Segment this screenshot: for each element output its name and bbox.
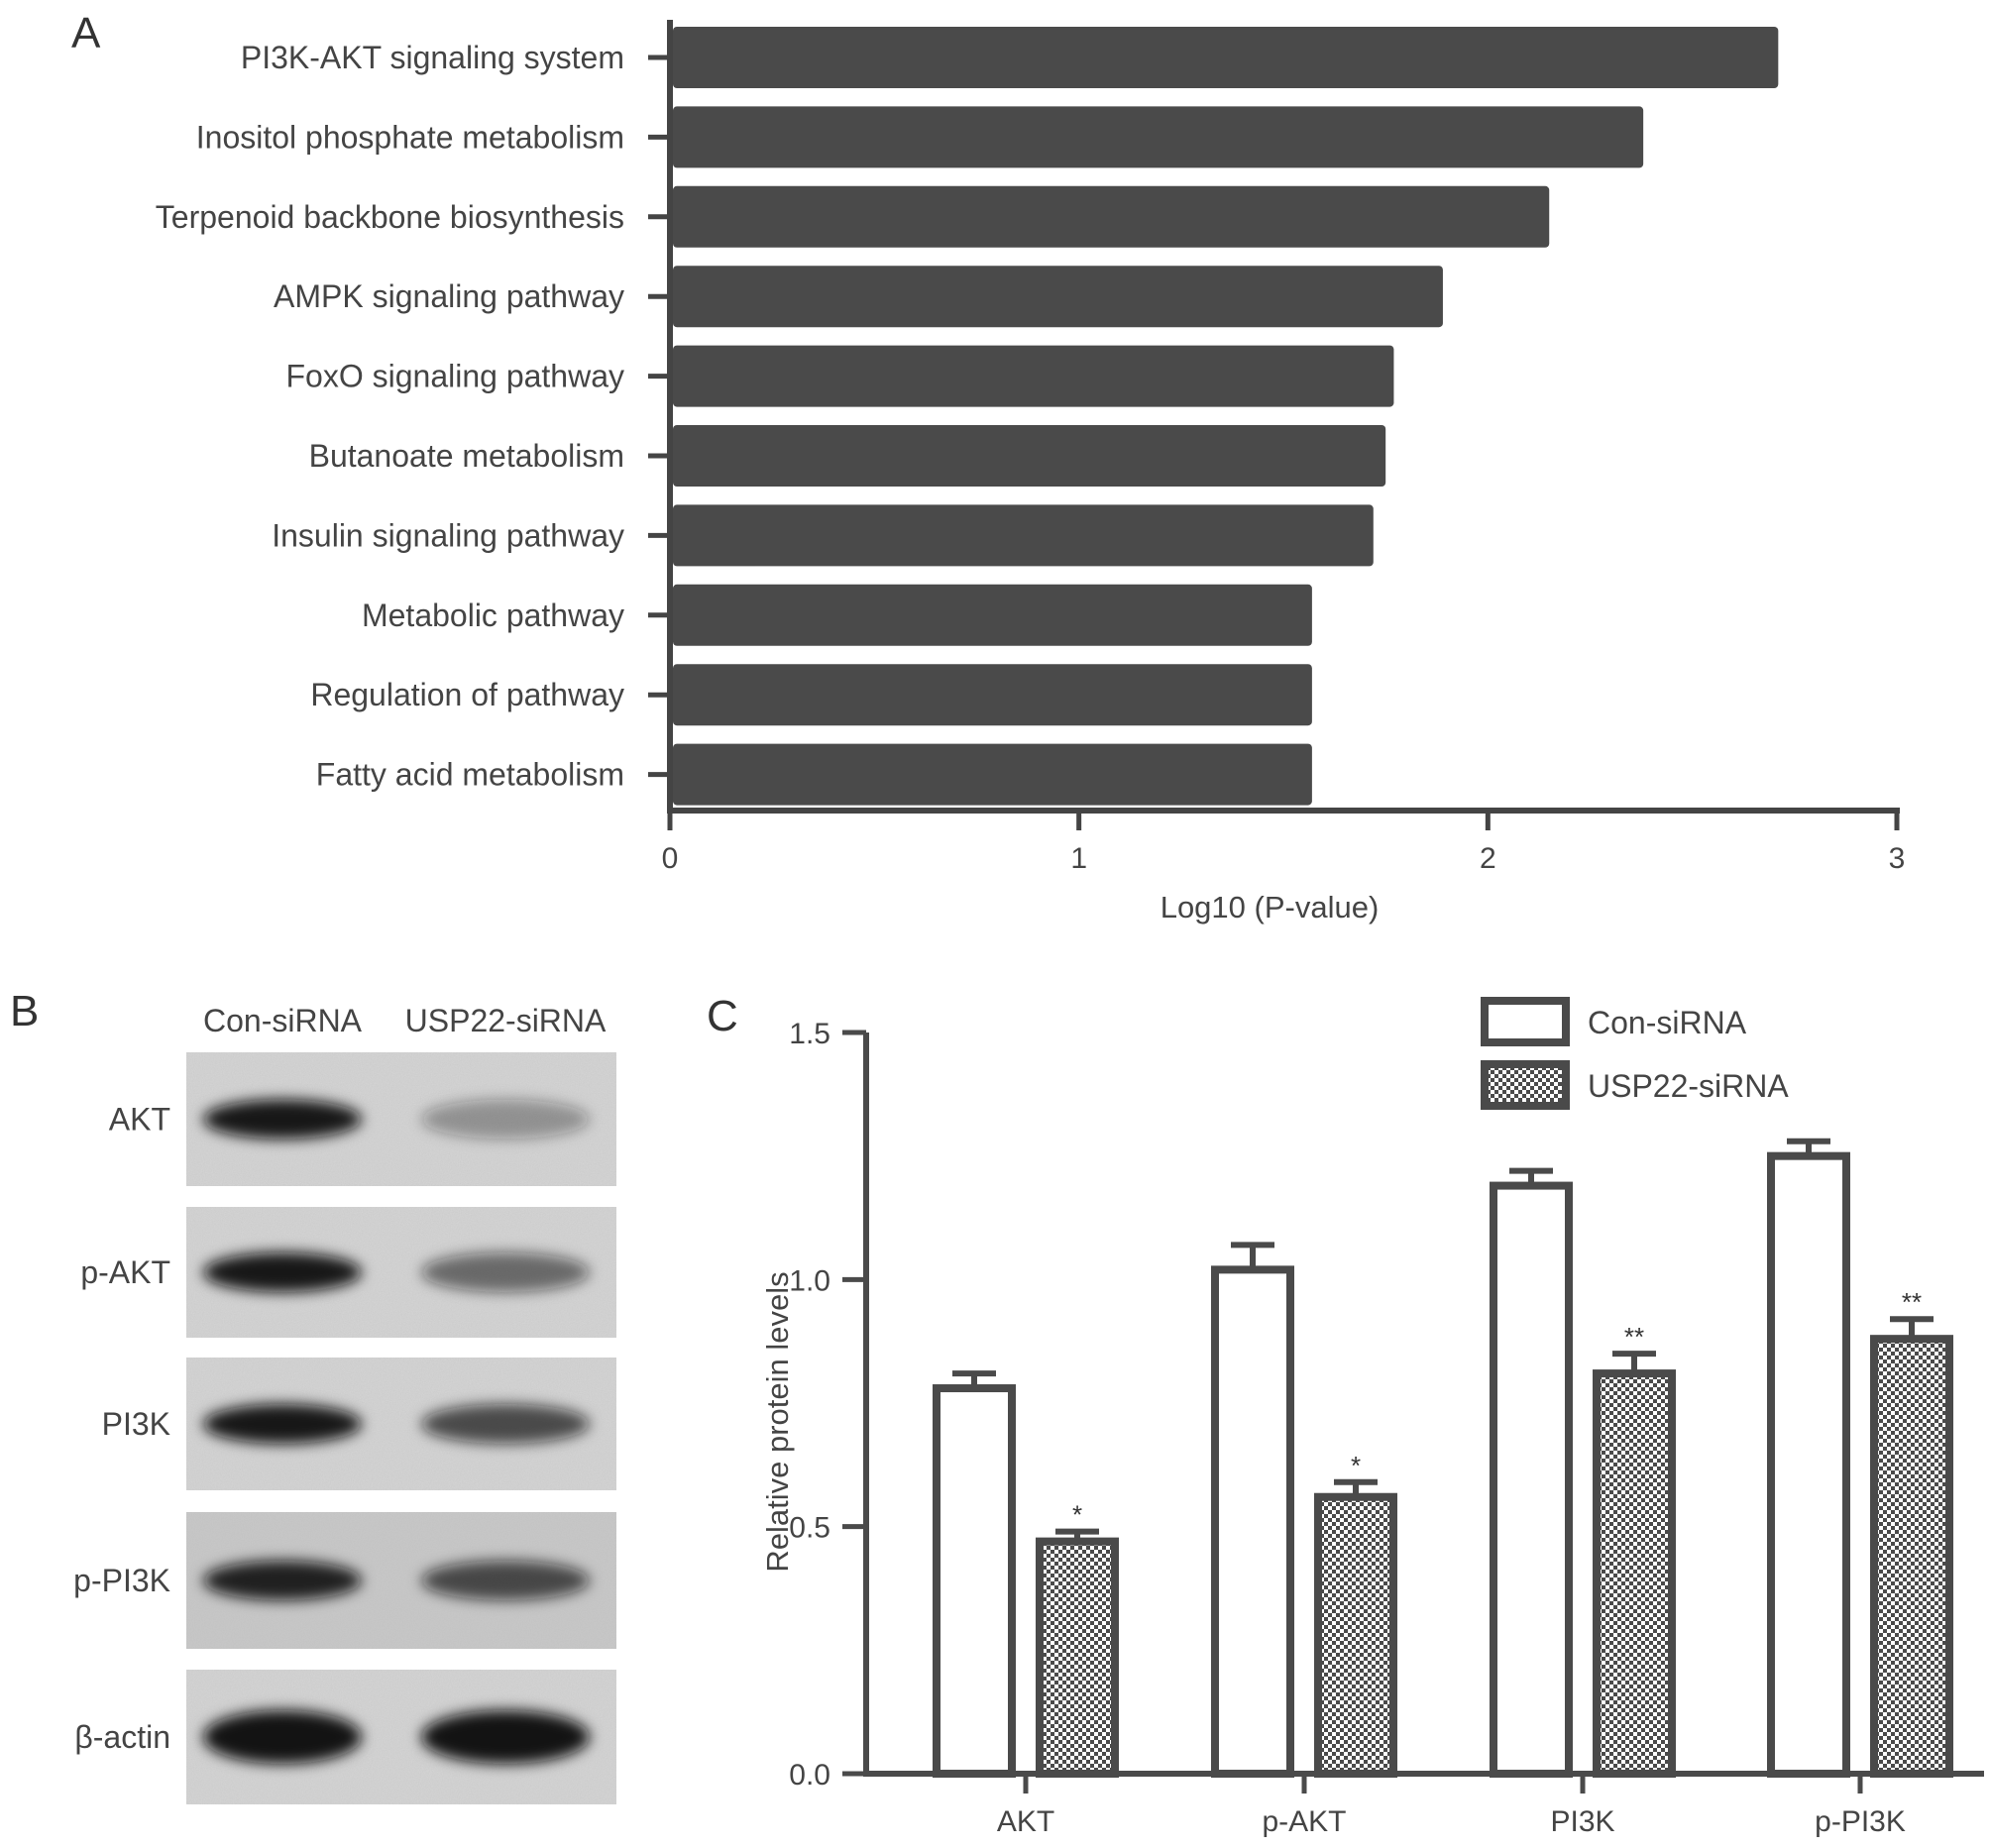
- western-blot: Con-siRNA USP22-siRNA AKT p-AKT PI3K p-PI3K…: [73, 1003, 616, 1804]
- bar: [673, 345, 1394, 407]
- blot-band: [421, 1099, 590, 1140]
- x-tick-label: p-AKT: [1262, 1805, 1346, 1838]
- bar-usp22-sirna: [1314, 1492, 1397, 1779]
- category-label: FoxO signaling pathway: [285, 359, 624, 394]
- bar-usp22-sirna: [1870, 1335, 1953, 1778]
- panel-c-letter: C: [707, 992, 738, 1040]
- bar-con-sirna: [1490, 1181, 1573, 1778]
- x-tick-label: 0: [662, 842, 679, 875]
- x-tick-label: PI3K: [1550, 1805, 1614, 1838]
- category-label: Insulin signaling pathway: [272, 517, 624, 553]
- blot-band: [203, 1561, 362, 1600]
- bar-con-sirna: [1211, 1265, 1294, 1778]
- category-label: Butanoate metabolism: [309, 438, 624, 474]
- pathway-bar-chart: 0 1 2 3 PI3K-AKT signaling system Inositol ph…: [156, 20, 1906, 875]
- protein-label: p-AKT: [80, 1254, 170, 1290]
- protein-label: p-PI3K: [73, 1563, 170, 1598]
- legend-swatch-con: [1481, 997, 1570, 1046]
- blot-band: [421, 1561, 590, 1600]
- x-axis-title: Log10 (P-value): [1161, 890, 1380, 924]
- significance-mark: *: [1072, 1500, 1082, 1530]
- significance-mark: *: [1351, 1451, 1361, 1480]
- significance-mark: **: [1624, 1322, 1644, 1352]
- x-tick-label: AKT: [997, 1805, 1054, 1838]
- x-tick-label: 3: [1889, 842, 1906, 875]
- bar: [673, 584, 1312, 646]
- bar: [673, 743, 1312, 806]
- legend: Con-siRNA USP22-siRNA: [1481, 997, 1789, 1110]
- category-label: Terpenoid backbone biosynthesis: [156, 199, 624, 235]
- lane-label-usp22: USP22-siRNA: [405, 1003, 607, 1038]
- bar: [673, 185, 1550, 248]
- x-tick-label: 2: [1480, 842, 1496, 875]
- y-tick-label: 0.0: [789, 1759, 830, 1792]
- blot-band: [203, 1710, 362, 1764]
- panel-b-letter: B: [10, 987, 39, 1035]
- x-tick-label: p-PI3K: [1815, 1805, 1906, 1838]
- bar: [673, 106, 1644, 168]
- y-tick-label: 1.5: [789, 1018, 830, 1050]
- blot-band: [203, 1404, 362, 1444]
- protein-label: β-actin: [74, 1719, 170, 1755]
- blot-band: [421, 1404, 590, 1444]
- y-tick-label: 0.5: [789, 1512, 830, 1545]
- protein-level-bar-chart: 0.0 0.5 1.0 1.5 AKT * p-AKT * PI3K ** p-PI3K **: [789, 1018, 1984, 1838]
- blot-band: [203, 1252, 362, 1292]
- bar-con-sirna: [933, 1384, 1016, 1779]
- category-label: PI3K-AKT signaling system: [241, 40, 624, 75]
- protein-label: PI3K: [102, 1406, 170, 1442]
- x-tick-label: 1: [1070, 842, 1087, 875]
- significance-mark: **: [1902, 1287, 1922, 1317]
- bar-usp22-sirna: [1036, 1537, 1119, 1779]
- lane-label-con: Con-siRNA: [203, 1003, 363, 1038]
- blot-band: [421, 1710, 590, 1764]
- bar: [673, 27, 1779, 88]
- category-label: Inositol phosphate metabolism: [196, 119, 624, 155]
- panel-a-letter: A: [71, 9, 101, 57]
- legend-swatch-usp22: [1481, 1060, 1570, 1110]
- protein-label: AKT: [109, 1102, 170, 1138]
- category-label: Regulation of pathway: [310, 677, 624, 712]
- category-label: AMPK signaling pathway: [274, 278, 624, 314]
- bar: [673, 425, 1386, 487]
- y-tick-label: 1.0: [789, 1264, 830, 1297]
- legend-label-con: Con-siRNA: [1588, 1005, 1747, 1040]
- category-label: Metabolic pathway: [362, 598, 624, 633]
- blot-band: [203, 1099, 362, 1140]
- category-label: Fatty acid metabolism: [316, 757, 624, 793]
- bar: [673, 504, 1374, 567]
- bar-usp22-sirna: [1593, 1369, 1676, 1778]
- legend-label-usp22: USP22-siRNA: [1588, 1068, 1789, 1104]
- blot-band: [421, 1252, 590, 1292]
- bar: [673, 266, 1443, 328]
- bar-con-sirna: [1767, 1151, 1850, 1778]
- bar: [673, 664, 1312, 726]
- y-axis-title: Relative protein levels: [760, 1271, 795, 1572]
